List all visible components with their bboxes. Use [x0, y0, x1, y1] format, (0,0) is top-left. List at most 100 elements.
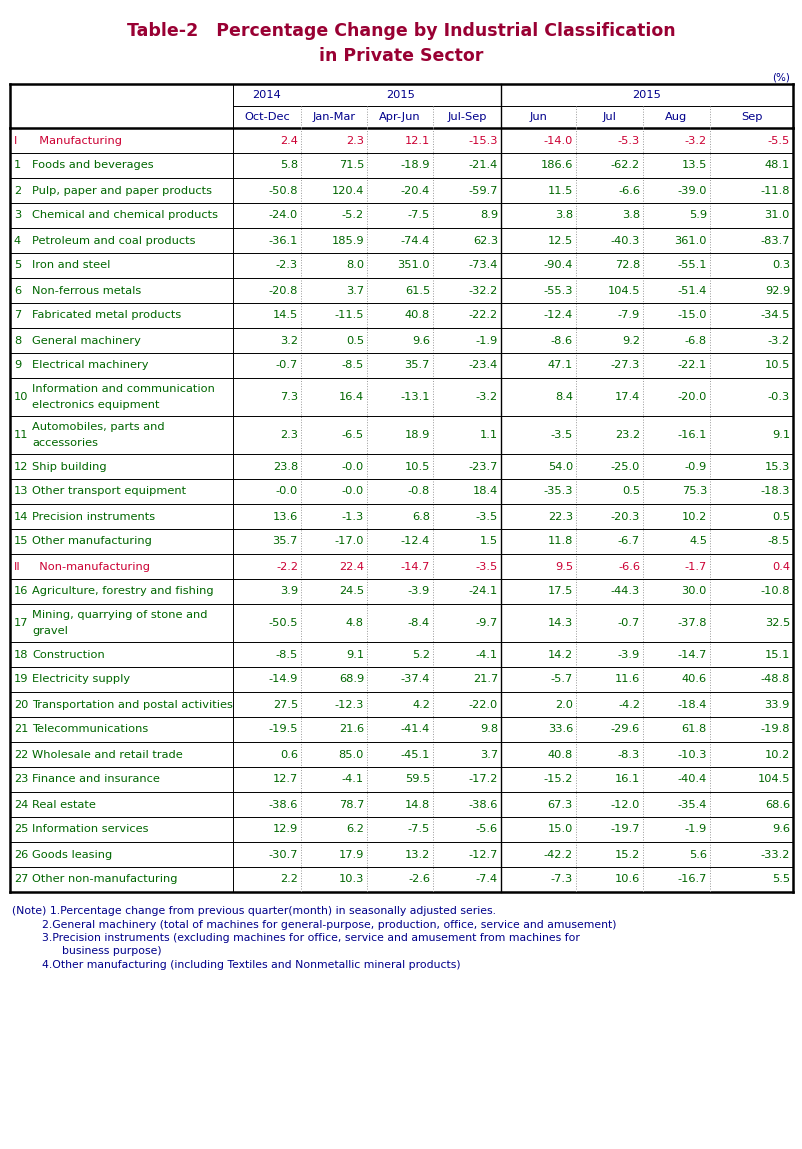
Text: -37.4: -37.4	[401, 674, 430, 685]
Text: 11: 11	[14, 430, 29, 440]
Text: -0.0: -0.0	[342, 486, 364, 496]
Text: 5.2: 5.2	[412, 649, 430, 660]
Text: 13.5: 13.5	[682, 161, 707, 170]
Text: -41.4: -41.4	[401, 725, 430, 734]
Text: 14: 14	[14, 511, 28, 522]
Text: -1.9: -1.9	[685, 825, 707, 834]
Text: 9.1: 9.1	[346, 649, 364, 660]
Text: 12.1: 12.1	[405, 136, 430, 146]
Text: 92.9: 92.9	[765, 285, 790, 295]
Text: 25: 25	[14, 825, 28, 834]
Text: 27: 27	[14, 874, 28, 885]
Text: 40.8: 40.8	[405, 310, 430, 321]
Text: Sep: Sep	[741, 111, 762, 122]
Text: -18.9: -18.9	[400, 161, 430, 170]
Text: -22.1: -22.1	[678, 361, 707, 370]
Text: -55.3: -55.3	[544, 285, 573, 295]
Text: -4.2: -4.2	[618, 700, 640, 709]
Text: 35.7: 35.7	[273, 537, 298, 547]
Text: -15.0: -15.0	[678, 310, 707, 321]
Text: -50.5: -50.5	[269, 618, 298, 629]
Text: Other manufacturing: Other manufacturing	[32, 537, 152, 547]
Text: -55.1: -55.1	[678, 261, 707, 270]
Text: -0.0: -0.0	[342, 462, 364, 471]
Text: 14.3: 14.3	[548, 618, 573, 629]
Text: accessories: accessories	[32, 438, 98, 448]
Text: 17.9: 17.9	[338, 849, 364, 859]
Text: 10.3: 10.3	[338, 874, 364, 885]
Text: -3.9: -3.9	[618, 649, 640, 660]
Text: -0.3: -0.3	[768, 392, 790, 402]
Text: 1.1: 1.1	[480, 430, 498, 440]
Text: -37.8: -37.8	[678, 618, 707, 629]
Text: 0.4: 0.4	[772, 562, 790, 571]
Text: 4.8: 4.8	[346, 618, 364, 629]
Text: 40.6: 40.6	[682, 674, 707, 685]
Text: 18.9: 18.9	[405, 430, 430, 440]
Text: 5.8: 5.8	[280, 161, 298, 170]
Text: -8.5: -8.5	[768, 537, 790, 547]
Text: -5.7: -5.7	[551, 674, 573, 685]
Text: 9.6: 9.6	[772, 825, 790, 834]
Text: -14.7: -14.7	[678, 649, 707, 660]
Text: -12.3: -12.3	[334, 700, 364, 709]
Text: 4.Other manufacturing (including Textiles and Nonmetallic mineral products): 4.Other manufacturing (including Textile…	[42, 961, 460, 970]
Text: Information services: Information services	[32, 825, 148, 834]
Text: 3.Precision instruments (excluding machines for office, service and amusement fr: 3.Precision instruments (excluding machi…	[42, 933, 580, 943]
Text: 0.5: 0.5	[622, 486, 640, 496]
Text: 18: 18	[14, 649, 29, 660]
Text: 16: 16	[14, 586, 28, 596]
Text: -50.8: -50.8	[269, 185, 298, 195]
Text: 9.5: 9.5	[555, 562, 573, 571]
Text: Goods leasing: Goods leasing	[32, 849, 112, 859]
Text: -23.4: -23.4	[468, 361, 498, 370]
Text: -5.2: -5.2	[342, 210, 364, 221]
Text: -35.3: -35.3	[544, 486, 573, 496]
Text: Petroleum and coal products: Petroleum and coal products	[32, 236, 196, 246]
Text: 68.9: 68.9	[338, 674, 364, 685]
Text: 8: 8	[14, 336, 21, 346]
Text: Oct-Dec: Oct-Dec	[244, 111, 290, 122]
Text: 32.5: 32.5	[765, 618, 790, 629]
Text: 22.3: 22.3	[548, 511, 573, 522]
Text: -11.8: -11.8	[760, 185, 790, 195]
Text: -22.0: -22.0	[468, 700, 498, 709]
Text: -13.1: -13.1	[400, 392, 430, 402]
Text: 9.6: 9.6	[412, 336, 430, 346]
Text: 3.7: 3.7	[480, 749, 498, 759]
Text: 23: 23	[14, 774, 28, 785]
Text: 15.3: 15.3	[764, 462, 790, 471]
Text: -4.1: -4.1	[342, 774, 364, 785]
Text: 4: 4	[14, 236, 21, 246]
Text: Aug: Aug	[666, 111, 687, 122]
Text: -22.2: -22.2	[469, 310, 498, 321]
Text: -0.0: -0.0	[276, 486, 298, 496]
Text: 16.4: 16.4	[339, 392, 364, 402]
Text: -2.3: -2.3	[276, 261, 298, 270]
Text: -48.8: -48.8	[760, 674, 790, 685]
Text: 6.2: 6.2	[346, 825, 364, 834]
Text: -12.7: -12.7	[468, 849, 498, 859]
Text: -18.3: -18.3	[760, 486, 790, 496]
Text: Non-manufacturing: Non-manufacturing	[32, 562, 150, 571]
Text: Manufacturing: Manufacturing	[32, 136, 122, 146]
Text: -12.4: -12.4	[544, 310, 573, 321]
Text: -5.6: -5.6	[476, 825, 498, 834]
Text: 6: 6	[14, 285, 21, 295]
Text: 33.6: 33.6	[548, 725, 573, 734]
Text: 61.8: 61.8	[682, 725, 707, 734]
Text: Apr-Jun: Apr-Jun	[379, 111, 421, 122]
Text: -16.7: -16.7	[678, 874, 707, 885]
Text: -0.7: -0.7	[276, 361, 298, 370]
Text: -3.2: -3.2	[768, 336, 790, 346]
Text: 17.5: 17.5	[548, 586, 573, 596]
Text: 15.1: 15.1	[764, 649, 790, 660]
Text: 2.0: 2.0	[555, 700, 573, 709]
Text: 48.1: 48.1	[765, 161, 790, 170]
Text: 15: 15	[14, 537, 29, 547]
Text: 14.5: 14.5	[273, 310, 298, 321]
Text: -8.4: -8.4	[408, 618, 430, 629]
Text: -6.7: -6.7	[618, 537, 640, 547]
Text: -0.8: -0.8	[407, 486, 430, 496]
Text: -62.2: -62.2	[611, 161, 640, 170]
